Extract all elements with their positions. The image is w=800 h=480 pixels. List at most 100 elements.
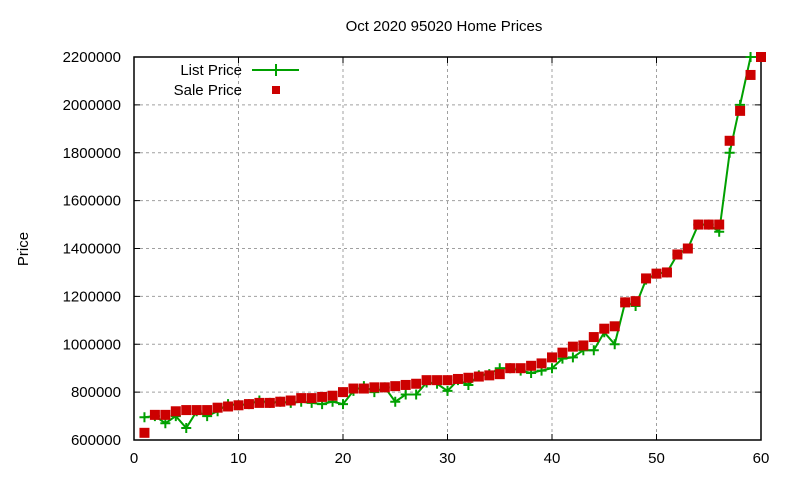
- sale-price-point: [547, 352, 557, 363]
- x-tick-label: 30: [439, 450, 456, 467]
- sale-price-point: [327, 390, 338, 401]
- sale-price-point: [264, 397, 275, 408]
- list-price-point: [547, 363, 557, 374]
- series-layer: [139, 52, 766, 438]
- sale-price-point: [223, 401, 234, 412]
- x-tick-label: 40: [544, 450, 561, 467]
- list-price-line: [144, 56, 761, 430]
- sale-price-point: [149, 409, 160, 420]
- sale-price-point: [317, 391, 328, 402]
- sale-price-point: [379, 382, 390, 393]
- sale-price-point: [661, 267, 672, 278]
- sale-price-point: [526, 360, 537, 371]
- x-tick-label: 60: [753, 450, 770, 467]
- sale-price-point: [588, 332, 599, 343]
- y-tick-label: 1000000: [63, 336, 121, 353]
- y-tick-label: 1400000: [63, 241, 121, 258]
- sale-price-point: [672, 249, 683, 260]
- list-price-point: [411, 389, 422, 400]
- sale-price-point: [358, 383, 369, 394]
- list-price-point: [390, 396, 401, 407]
- sale-price-point: [578, 340, 589, 351]
- sale-price-point: [212, 402, 223, 413]
- list-price-point: [139, 412, 150, 423]
- list-price-point: [567, 352, 578, 363]
- list-price-point: [745, 52, 756, 62]
- sale-price-point: [411, 378, 422, 389]
- sale-price-point: [181, 405, 192, 416]
- y-tick-label: 2000000: [63, 97, 121, 114]
- sale-price-point: [756, 52, 766, 62]
- sale-price-point: [557, 347, 568, 358]
- legend: List Price Sale Price: [174, 62, 299, 99]
- sale-price-point: [421, 375, 432, 386]
- sale-price-point: [505, 363, 516, 374]
- sale-price-point: [494, 369, 505, 380]
- sale-price-point: [338, 387, 348, 398]
- sale-price-point: [609, 321, 620, 332]
- sale-price-point: [442, 375, 453, 386]
- y-tick-label: 1800000: [63, 145, 121, 162]
- list-price-point: [588, 345, 599, 356]
- axis-ticks: 0 10 20 30 40 50 60 600000 800000 1000000 1200000 1…: [63, 49, 770, 467]
- y-tick-label: 2200000: [63, 49, 121, 66]
- sale-price-point: [536, 358, 547, 369]
- sale-price-point: [484, 370, 495, 381]
- sale-price-point: [400, 379, 411, 390]
- list-price-point: [160, 418, 171, 429]
- sale-price-point: [452, 373, 463, 384]
- sale-price-point: [369, 382, 380, 393]
- sale-price-point: [202, 405, 213, 416]
- sale-price-point: [306, 393, 317, 404]
- sale-price-point: [693, 219, 704, 230]
- sale-price-point: [348, 383, 359, 394]
- plot-frame: [133, 56, 762, 441]
- y-axis-label: Price: [15, 232, 32, 266]
- sale-price-point: [745, 69, 756, 80]
- x-tick-label: 50: [648, 450, 665, 467]
- y-tick-label: 600000: [71, 432, 121, 449]
- list-price-point: [338, 399, 348, 410]
- sale-price-point: [620, 297, 631, 308]
- list-price-point: [400, 389, 411, 400]
- list-price-point: [181, 423, 192, 434]
- sale-price-point: [160, 409, 171, 420]
- x-tick-label: 20: [335, 450, 352, 467]
- legend-label-list-price: List Price: [180, 62, 242, 79]
- x-tick-label: 10: [230, 450, 247, 467]
- list-price-point: [609, 339, 620, 350]
- sale-price-point: [390, 381, 401, 392]
- chart-title: Oct 2020 95020 Home Prices: [346, 18, 543, 35]
- legend-label-sale-price: Sale Price: [174, 82, 242, 99]
- sale-price-point: [567, 341, 578, 352]
- sale-price-point: [473, 371, 484, 382]
- sale-price-point: [254, 397, 265, 408]
- list-price-point: [442, 385, 453, 396]
- sale-price-point: [432, 375, 443, 386]
- sale-price-point: [296, 393, 307, 404]
- sale-price-point: [714, 219, 725, 230]
- sale-price-point: [651, 268, 662, 279]
- sale-price-point: [139, 427, 150, 438]
- sale-price-point: [463, 372, 474, 383]
- sale-price-point: [735, 105, 746, 116]
- sale-price-point: [243, 399, 254, 410]
- x-tick-label: 0: [130, 450, 138, 467]
- sale-price-point: [515, 363, 526, 374]
- legend-marker-list-price: [270, 64, 282, 76]
- sale-price-point: [233, 400, 244, 411]
- y-tick-label: 1600000: [63, 193, 121, 210]
- sale-price-point: [599, 323, 610, 334]
- legend-marker-sale-price: [272, 86, 280, 94]
- list-price-point: [724, 147, 735, 158]
- sale-price-point: [641, 273, 652, 284]
- sale-price-point: [703, 219, 714, 230]
- y-tick-label: 1200000: [63, 288, 121, 305]
- y-tick-label: 800000: [71, 384, 121, 401]
- sale-price-point: [191, 405, 202, 416]
- sale-price-point: [630, 296, 641, 307]
- sale-price-point: [170, 406, 181, 417]
- sale-price-point: [275, 396, 286, 407]
- sale-price-point: [682, 243, 693, 254]
